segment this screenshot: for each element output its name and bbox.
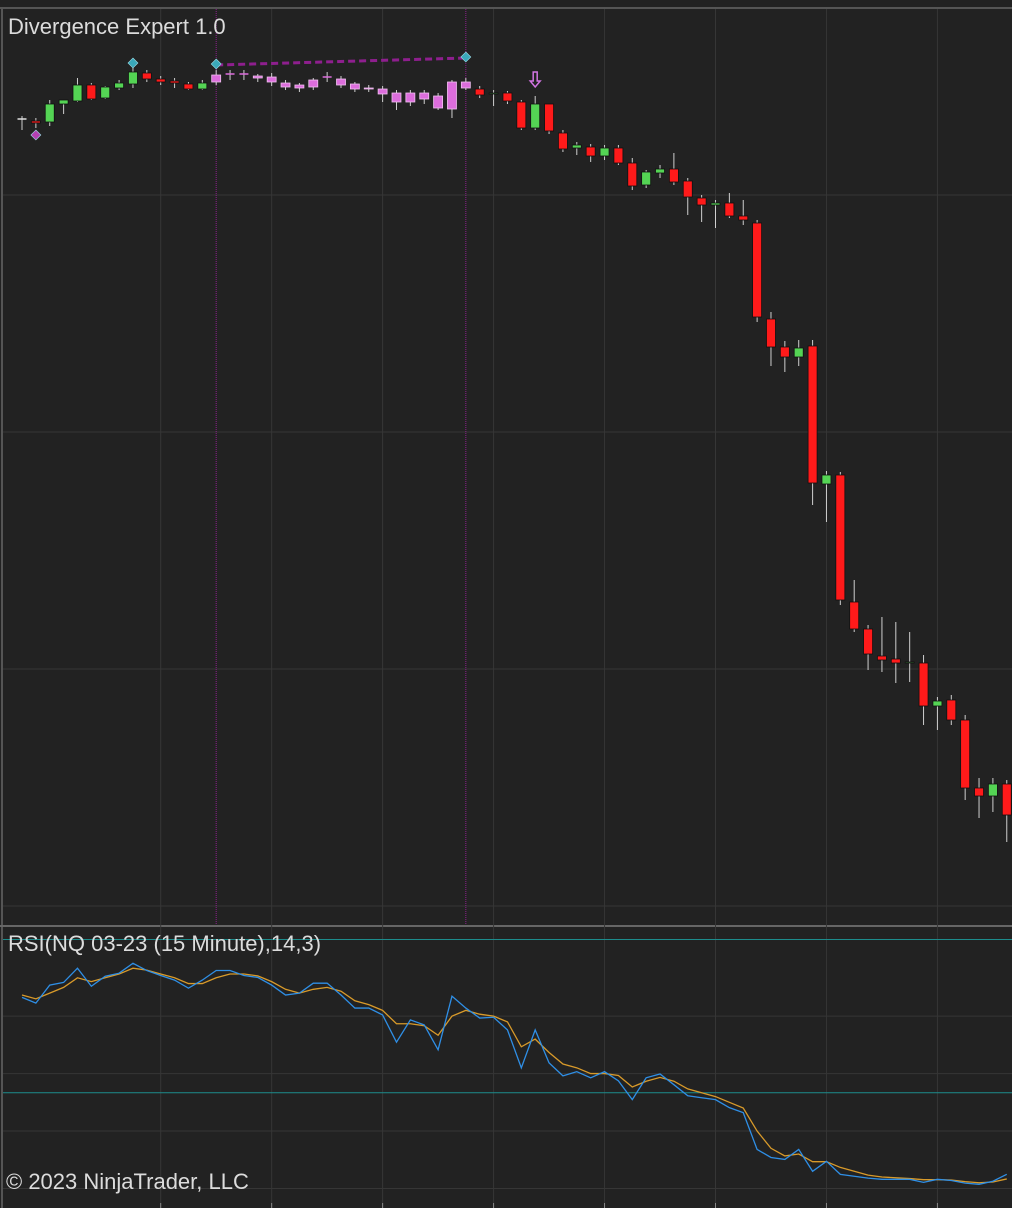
candle-body [44, 103, 55, 123]
candle-body [377, 88, 388, 95]
candle-body [544, 103, 554, 132]
candle-body [877, 655, 887, 661]
candle-body [128, 71, 138, 85]
rsi-line [21, 962, 1008, 1185]
candle-body [502, 92, 513, 102]
candle-body [821, 474, 832, 485]
candle-body [58, 99, 69, 105]
candle-body [349, 83, 360, 90]
candle-body [849, 601, 860, 630]
candle-body [460, 81, 471, 89]
candle-body [155, 78, 166, 83]
candle-body [197, 82, 208, 90]
candle-body [724, 202, 735, 217]
copyright: © 2023 NinjaTrader, LLC [6, 1169, 249, 1194]
candle-body [405, 92, 416, 103]
candle-body [752, 222, 763, 318]
candle-body [391, 92, 402, 103]
candle-body [807, 345, 818, 484]
candle-body [474, 88, 485, 96]
candle-body [169, 80, 180, 84]
candle-body [30, 120, 41, 124]
candle-body [766, 318, 776, 348]
candle-body [252, 75, 263, 79]
candle-body [627, 162, 638, 187]
candle-body [363, 87, 374, 90]
chart-title: Divergence Expert 1.0 [8, 14, 226, 39]
candle-body [72, 84, 83, 102]
candle-body [710, 202, 721, 206]
candle-body [86, 84, 97, 100]
candle-body [988, 783, 998, 797]
plot-layer [3, 9, 1012, 1208]
candle-body [974, 787, 984, 797]
candle-body [447, 81, 457, 110]
candle-body [558, 132, 568, 150]
candle-body [141, 72, 152, 80]
rsi-line [21, 967, 1007, 1184]
candle-body [793, 347, 804, 358]
candle-body [336, 78, 346, 86]
candle-body [211, 74, 222, 83]
candle-body [668, 168, 679, 183]
candle-body [266, 76, 277, 83]
candle-body [641, 171, 652, 186]
candle-body [960, 719, 971, 789]
candle-body [835, 474, 846, 601]
signal-arrow [528, 71, 542, 89]
candle-body [280, 82, 291, 88]
candle-body [1001, 783, 1012, 816]
candle-body [571, 144, 582, 149]
candle-body [100, 86, 111, 99]
candle-body [419, 92, 430, 100]
candle-body [655, 168, 665, 174]
candle-body [682, 180, 693, 198]
divergence-diamond [210, 58, 222, 70]
divergence-diamond [127, 57, 139, 69]
candle-body [738, 215, 749, 221]
candle-body [114, 82, 124, 89]
candle-body [696, 197, 707, 206]
candle-body [613, 147, 624, 164]
candle-body [433, 95, 444, 109]
candle-body [516, 101, 527, 129]
candle-body [863, 628, 873, 655]
candle-body [488, 92, 499, 95]
candle-body [308, 79, 319, 88]
candle-body [946, 699, 957, 721]
candle-body [599, 147, 610, 157]
candle-body [918, 662, 929, 707]
divergence-line [216, 56, 466, 67]
candle-body [294, 84, 305, 89]
candle-body [932, 700, 943, 707]
candle-body [890, 658, 901, 664]
divergence-diamond [30, 129, 42, 141]
indicator-title: RSI(NQ 03-23 (15 Minute),14,3) [8, 931, 321, 956]
candle-body [904, 661, 915, 664]
divergence-diamond [460, 51, 472, 63]
candle-body [585, 146, 596, 157]
candle-body [530, 103, 541, 129]
candle-body [183, 83, 194, 90]
candle-body [779, 346, 790, 358]
